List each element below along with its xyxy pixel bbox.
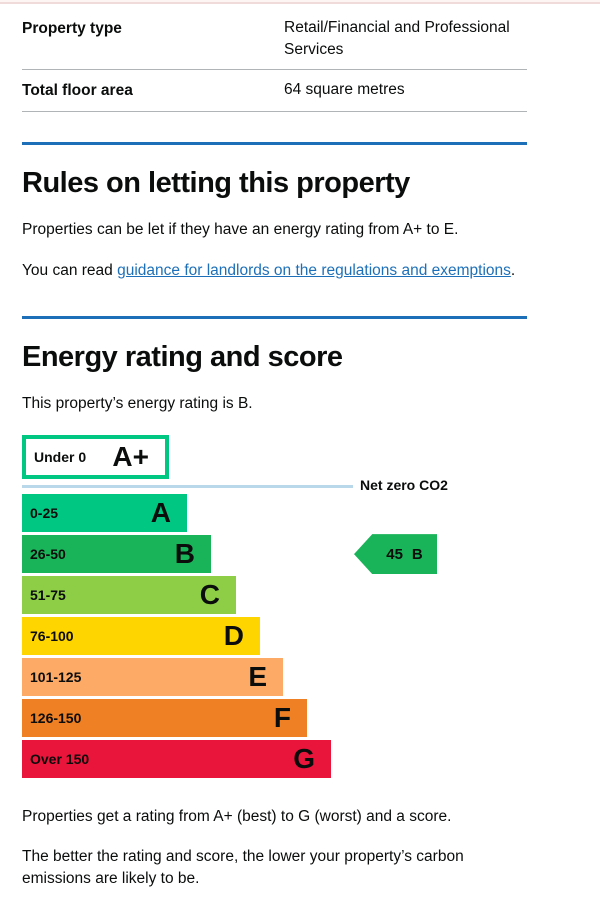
band-letter: F [273,702,291,734]
epc-band-f: 126-150 F [22,699,307,738]
energy-rating-heading: Energy rating and score [22,341,343,374]
property-type-value: Retail/Financial and Professional Servic… [284,19,510,58]
epc-band-g: Over 150 G [22,740,331,779]
band-letter: A+ [112,441,149,473]
rating-band: B [411,545,423,563]
top-banner-strip [0,0,600,4]
landlord-guidance-link[interactable]: guidance for landlords on the regulation… [117,262,511,280]
epc-band-e: 101-125 E [22,658,283,697]
epc-band-c: 51-75 C [22,576,236,615]
band-range-label: Over 150 [30,751,90,768]
epc-band-d: 76-100 D [22,617,260,656]
section-divider [22,142,527,146]
band-letter: A [150,497,171,529]
band-range-label: 51-75 [30,587,66,604]
band-letter: D [223,620,244,652]
main-content: Property type Retail/Financial and Profe… [22,8,527,890]
floor-area-label: Total floor area [22,82,133,100]
rating-pointer: 45 B [354,534,437,575]
band-range-label: Under 0 [34,449,87,466]
rules-heading: Rules on letting this property [22,167,410,200]
epc-band-a: 0-25 A [22,494,187,533]
band-range-label: 26-50 [30,546,66,563]
floor-area-value: 64 square metres [284,81,405,99]
band-letter: E [248,661,267,693]
guidance-text-suffix: . [510,262,516,280]
rating-explainer-2: The better the rating and score, the low… [22,847,464,887]
band-range-label: 126-150 [30,710,82,727]
rating-score: 45 [386,545,403,563]
band-letter: C [199,579,220,611]
energy-rating-chart: Under 0 A+ Net zero CO2 0-25 A 26-50 B 5… [22,435,527,780]
rating-pointer-arrow: 45 B [354,534,437,575]
property-summary-table: Property type Retail/Financial and Profe… [22,8,527,113]
property-type-label: Property type [22,20,122,37]
rating-explainer-1: Properties get a rating from A+ (best) t… [22,808,452,826]
band-range-label: 0-25 [30,505,59,522]
band-letter: G [293,743,315,775]
energy-rating-intro: This property’s energy rating is B. [22,395,253,413]
epc-band-a-plus: Under 0 A+ [22,435,169,480]
band-range-label: 76-100 [30,628,74,645]
net-zero-label: Net zero CO2 [360,477,448,494]
band-letter: B [174,538,195,570]
section-divider [22,316,527,320]
rules-paragraph: Properties can be let if they have an en… [22,221,459,239]
table-row: Total floor area 64 square metres [22,70,527,113]
guidance-text-prefix: You can read [22,262,118,280]
band-range-label: 101-125 [30,669,82,686]
table-row: Property type Retail/Financial and Profe… [22,8,527,71]
guidance-paragraph: You can read guidance for landlords on t… [22,261,527,282]
epc-band-b: 26-50 B [22,535,211,574]
net-zero-line [22,485,353,489]
